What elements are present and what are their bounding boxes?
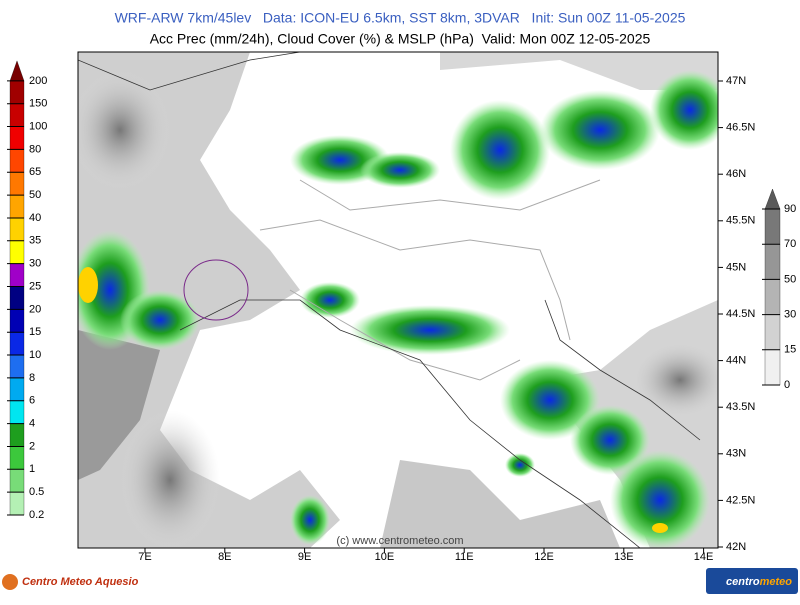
colorbar-label: 50 xyxy=(29,189,41,201)
colorbar-label: 90 xyxy=(784,203,796,215)
colorbar-segment xyxy=(9,309,25,333)
lon-label: 10E xyxy=(375,551,395,563)
map-field: (c) www.centrometeo.com xyxy=(78,52,718,548)
colorbar-segment xyxy=(9,80,25,104)
colorbar-segment xyxy=(9,400,25,424)
lon-label: 7E xyxy=(138,551,151,563)
lat-label: 42N xyxy=(726,541,746,553)
right-logo-b: meteo xyxy=(760,576,793,588)
colorbar-label: 100 xyxy=(29,120,47,132)
colorbar-label: 15 xyxy=(784,344,796,356)
right-logo-box xyxy=(706,568,798,594)
lat-label: 45N xyxy=(726,261,746,273)
colorbar-segment xyxy=(764,279,781,315)
colorbar-segment xyxy=(9,354,25,379)
colorbar-segment xyxy=(9,286,25,310)
colorbar-segment xyxy=(764,349,781,386)
lat-label: 43.5N xyxy=(726,401,755,413)
lat-label: 43N xyxy=(726,448,746,460)
colorbar-label: 8 xyxy=(29,372,35,384)
colorbar-label: 70 xyxy=(784,238,796,250)
colorbar-label: 0.5 xyxy=(29,486,44,498)
colorbar-segment xyxy=(9,263,25,287)
title: WRF-ARW 7km/45lev Data: ICON-EU 6.5km, S… xyxy=(115,10,686,26)
colorbar-segment xyxy=(9,194,25,219)
lon-label: 11E xyxy=(455,551,474,563)
colorbar-label: 6 xyxy=(29,395,35,407)
colorbar-label: 0 xyxy=(784,379,790,391)
colorbar-label: 200 xyxy=(29,75,47,87)
colorbar-label: 50 xyxy=(784,273,796,285)
right-logo-a: centro xyxy=(726,576,760,588)
colorbar-label: 15 xyxy=(29,326,41,338)
colorbar-label: 10 xyxy=(29,349,41,361)
lon-label: 12E xyxy=(534,551,554,563)
colorbar-label: 20 xyxy=(29,303,41,315)
colorbar-segment xyxy=(9,446,25,470)
watermark: (c) www.centrometeo.com xyxy=(336,535,463,547)
map-frame xyxy=(77,51,719,549)
colorbar-label: 150 xyxy=(29,98,47,110)
colorbar-segment xyxy=(9,377,25,401)
ticks: 7E 8E 9E 10E 11E 12E 13E 14E 47N 46.5N 46N 45.5N 45N… xyxy=(138,75,755,563)
lon-label: 14E xyxy=(694,551,714,563)
colorbar-segment xyxy=(9,149,25,173)
lon-label: 8E xyxy=(218,551,231,563)
colorbar-label: 1 xyxy=(29,463,35,475)
colorbar-segment xyxy=(9,469,25,493)
colorbar-label: 40 xyxy=(29,212,41,224)
lat-label: 46N xyxy=(726,168,746,180)
colorbar-segment xyxy=(9,240,25,264)
colorbar-label: 4 xyxy=(29,418,35,430)
subtitle: Acc Prec (mm/24h), Cloud Cover (%) & MSL… xyxy=(150,31,651,47)
colorbar-cap xyxy=(9,60,25,81)
colorbar-segment xyxy=(764,208,781,245)
colorbar-label: 35 xyxy=(29,235,41,247)
left-logo: Centro Meteo Aquesio xyxy=(22,576,139,588)
colorbar-segment xyxy=(9,491,25,516)
colorbar-segment xyxy=(9,332,25,356)
colorbar-label: 2 xyxy=(29,440,35,452)
lat-label: 45.5N xyxy=(726,215,755,227)
lat-label: 46.5N xyxy=(726,122,755,134)
lat-label: 47N xyxy=(726,75,746,87)
lon-label: 9E xyxy=(298,551,311,563)
lat-label: 42.5N xyxy=(726,494,755,506)
colorbar-segment xyxy=(764,314,781,350)
colorbar-segment xyxy=(9,126,25,150)
left-logo-icon xyxy=(2,574,18,590)
colorbar-label: 25 xyxy=(29,280,41,292)
colorbar-label: 65 xyxy=(29,166,41,178)
right-logo: centrometeo xyxy=(726,576,792,588)
colorbar-label: 30 xyxy=(784,309,796,321)
colorbar-segment xyxy=(9,217,25,241)
lat-label: 44N xyxy=(726,355,746,367)
precip-colorbar: 0.2 0.5 1 2 4 6 8 10 15 20 25 30 35 40 50 65 80 100 150 200 xyxy=(7,60,47,521)
lon-label: 13E xyxy=(614,551,634,563)
colorbar-cap xyxy=(764,188,781,210)
colorbar-segment xyxy=(9,172,25,196)
colorbar-segment xyxy=(9,103,25,127)
lat-label: 44.5N xyxy=(726,308,755,320)
colorbar-segment xyxy=(9,423,25,447)
colorbar-segment xyxy=(764,244,781,280)
cloud-colorbar: 0 15 30 50 70 90 xyxy=(762,188,796,391)
colorbar-label: 30 xyxy=(29,258,41,270)
colorbar-label: 80 xyxy=(29,143,41,155)
colorbar-label: 0.2 xyxy=(29,509,44,521)
